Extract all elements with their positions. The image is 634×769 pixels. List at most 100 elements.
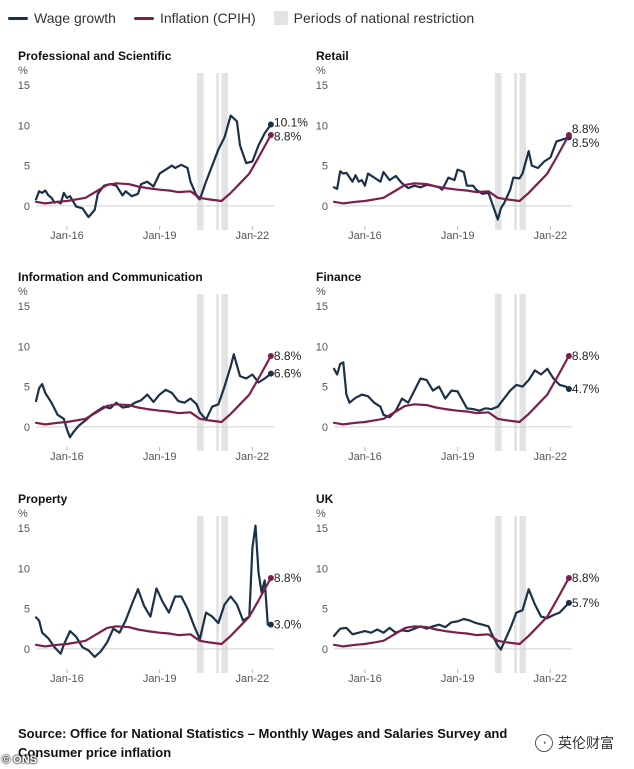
watermark-text: 英伦财富 bbox=[558, 735, 614, 751]
y-unit-label: % bbox=[18, 65, 28, 77]
x-tick-label: Jan-16 bbox=[348, 673, 382, 685]
x-tick-label: Jan-16 bbox=[50, 451, 84, 463]
inflation-end-label: 8.8% bbox=[572, 122, 600, 136]
chart-title: Property bbox=[18, 492, 68, 506]
x-tick-label: Jan-22 bbox=[534, 230, 568, 242]
y-tick-label: 15 bbox=[316, 80, 328, 92]
y-unit-label: % bbox=[316, 286, 326, 298]
restriction-band bbox=[514, 73, 517, 230]
restriction-band bbox=[514, 516, 517, 673]
inflation-line bbox=[332, 576, 571, 648]
restriction-band bbox=[221, 294, 228, 451]
y-tick-label: 10 bbox=[316, 120, 328, 132]
ons-badge: © ONS bbox=[2, 754, 37, 766]
restriction-band bbox=[221, 516, 228, 673]
wage-end-dot bbox=[267, 370, 274, 377]
inflation-line bbox=[332, 133, 571, 205]
chart-panel-5: UK% 15 10 5 0 Jan-16 Jan-19 Jan-22 5.7% 8.8% bbox=[316, 492, 600, 685]
x-tick-label: Jan-22 bbox=[534, 673, 568, 685]
legend-label-restriction: Periods of national restriction bbox=[293, 10, 475, 26]
restriction-band bbox=[495, 516, 502, 673]
watermark: ◔ 英伦财富 bbox=[535, 733, 614, 753]
inflation-end-dot bbox=[267, 131, 274, 138]
y-tick-label: 15 bbox=[18, 80, 30, 92]
wage-end-dot bbox=[565, 385, 572, 392]
restriction-band bbox=[519, 516, 526, 673]
wage-end-label: 5.7% bbox=[572, 596, 600, 610]
inflation-end-dot bbox=[565, 352, 572, 359]
wage-end-label: 8.5% bbox=[572, 136, 600, 150]
inflation-end-dot bbox=[267, 574, 274, 581]
chart-panel-0: Professional and Scientific% 15 10 5 0 Jan-16… bbox=[18, 49, 309, 242]
y-tick-label: 10 bbox=[316, 341, 328, 353]
x-tick-label: Jan-19 bbox=[441, 451, 475, 463]
inflation-end-dot bbox=[267, 352, 274, 359]
chart-title: Information and Communication bbox=[18, 270, 203, 284]
restriction-band bbox=[519, 294, 526, 451]
restriction-band bbox=[197, 294, 204, 451]
wage-growth-line bbox=[332, 136, 571, 221]
x-tick-label: Jan-22 bbox=[236, 673, 270, 685]
restriction-swatch-icon bbox=[273, 11, 288, 25]
wage-growth-line bbox=[332, 361, 571, 419]
restriction-band bbox=[495, 73, 502, 230]
y-tick-label: 10 bbox=[316, 563, 328, 575]
inflation-line bbox=[34, 576, 272, 648]
wechat-icon: ◔ bbox=[535, 734, 553, 752]
wage-end-label: 10.1% bbox=[274, 116, 308, 130]
restriction-band bbox=[514, 294, 517, 451]
restriction-band bbox=[221, 73, 228, 230]
legend-label-inflation: Inflation (CPIH) bbox=[159, 10, 256, 26]
chart-panel-2: Information and Communication% 15 10 5 0 Jan-… bbox=[18, 270, 302, 463]
y-tick-label: 15 bbox=[316, 523, 328, 535]
wage-end-label: 6.6% bbox=[274, 367, 302, 381]
chart-title: Professional and Scientific bbox=[18, 49, 172, 63]
y-tick-label: 5 bbox=[24, 382, 30, 394]
legend-item-wage[interactable]: Wage growth bbox=[8, 10, 116, 26]
y-tick-label: 0 bbox=[24, 422, 30, 434]
chart-title: Finance bbox=[316, 270, 362, 284]
restriction-band bbox=[495, 294, 502, 451]
y-unit-label: % bbox=[18, 286, 28, 298]
x-tick-label: Jan-22 bbox=[236, 451, 270, 463]
y-tick-label: 10 bbox=[18, 341, 30, 353]
legend-label-wage: Wage growth bbox=[34, 10, 116, 26]
y-tick-label: 0 bbox=[24, 644, 30, 656]
y-tick-label: 5 bbox=[322, 382, 328, 394]
wage-growth-line bbox=[34, 353, 272, 439]
wage-end-dot bbox=[267, 121, 274, 128]
x-tick-label: Jan-16 bbox=[50, 230, 84, 242]
wage-end-dot bbox=[267, 621, 274, 628]
inflation-end-label: 8.8% bbox=[274, 571, 302, 585]
wage-end-dot bbox=[565, 599, 572, 606]
y-unit-label: % bbox=[18, 508, 28, 520]
chart-panel-1: Retail% 15 10 5 0 Jan-16 Jan-19 Jan-22 8.5%8.8% bbox=[316, 49, 600, 242]
y-tick-label: 5 bbox=[322, 604, 328, 616]
y-tick-label: 0 bbox=[322, 201, 328, 213]
legend-item-restriction[interactable]: Periods of national restriction bbox=[273, 10, 475, 26]
chart-panel-3: Finance% 15 10 5 0 Jan-16 Jan-19 Jan-22 4.7% 8.8% bbox=[316, 270, 600, 463]
y-tick-label: 10 bbox=[18, 120, 30, 132]
restriction-band bbox=[197, 516, 204, 673]
chart-title: Retail bbox=[316, 49, 349, 63]
y-tick-label: 0 bbox=[322, 644, 328, 656]
restriction-band bbox=[216, 294, 219, 451]
wage-growth-line bbox=[34, 524, 272, 659]
y-tick-label: 15 bbox=[18, 301, 30, 313]
x-tick-label: Jan-22 bbox=[534, 451, 568, 463]
x-tick-label: Jan-16 bbox=[348, 230, 382, 242]
legend: Wage growth Inflation (CPIH) Periods of … bbox=[8, 6, 474, 30]
inflation-end-label: 8.8% bbox=[572, 349, 600, 363]
x-tick-label: Jan-16 bbox=[348, 451, 382, 463]
inflation-end-dot bbox=[565, 574, 572, 581]
legend-item-inflation[interactable]: Inflation (CPIH) bbox=[133, 10, 256, 26]
restriction-band bbox=[197, 73, 204, 230]
inflation-swatch-icon bbox=[133, 16, 154, 20]
chart-panel-4: Property% 15 10 5 0 Jan-16 Jan-19 Jan-22 3.0% 8.8… bbox=[18, 492, 302, 685]
wage-growth-line bbox=[332, 588, 571, 651]
inflation-end-dot bbox=[565, 131, 572, 138]
x-tick-label: Jan-16 bbox=[50, 673, 84, 685]
y-tick-label: 15 bbox=[316, 301, 328, 313]
inflation-line bbox=[332, 354, 571, 426]
